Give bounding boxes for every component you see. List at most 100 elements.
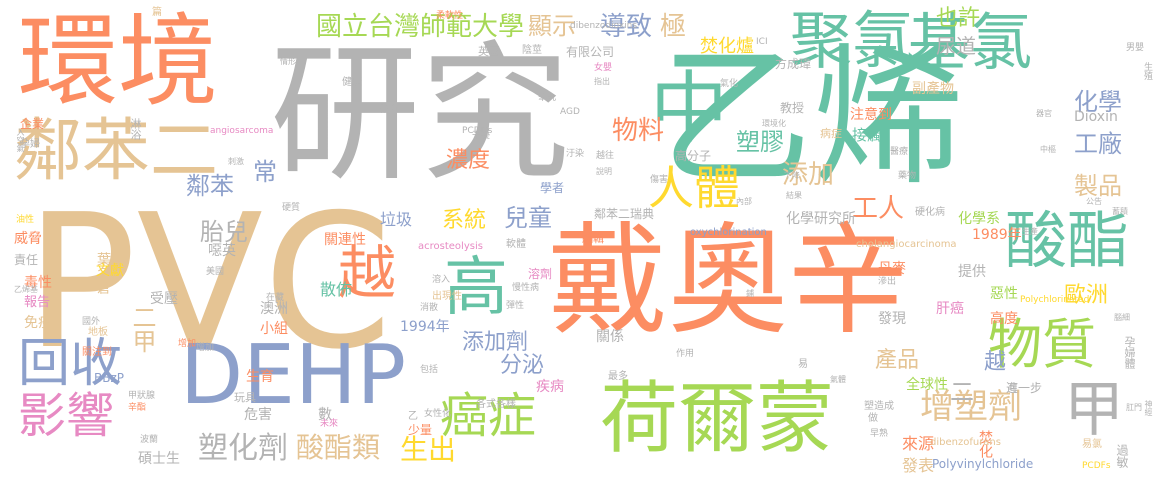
word: 數 — [318, 407, 332, 423]
word: 編輯 — [582, 232, 604, 245]
word: acrosteolysis — [418, 241, 483, 252]
word: 甲 — [1064, 375, 1124, 445]
word: angiosarcoma — [210, 126, 274, 136]
word: 藥物 — [898, 171, 917, 181]
word: 全球性 — [906, 377, 948, 393]
word: 研究 — [270, 28, 571, 202]
word: 添加劑 — [462, 330, 529, 355]
word: 玩具 — [234, 391, 256, 404]
word: 受壓 — [150, 291, 178, 307]
word: 男嬰 — [1126, 43, 1145, 53]
word: 下降 — [784, 171, 800, 180]
word: 方成瑋 — [775, 57, 812, 71]
word: 也許 — [936, 6, 981, 31]
word: 可 — [1008, 383, 1018, 394]
word: 環境 — [18, 3, 218, 120]
word: 孕婦體 — [1123, 336, 1136, 369]
word: 鄰苯二瑞典 — [594, 207, 655, 221]
word: ICI — [756, 37, 768, 47]
word: 內部 — [736, 197, 752, 206]
word: 情形 — [280, 57, 296, 66]
word: 溶劑 — [528, 267, 553, 281]
word: PVC — [25, 174, 393, 390]
word: 關係 — [596, 329, 624, 345]
word: 結果 — [786, 191, 802, 200]
word: 國立台灣師範大學 — [316, 12, 525, 42]
word: 提供 — [958, 264, 986, 280]
word: dibenzodioxins — [570, 21, 638, 31]
word: 接觸 — [852, 126, 883, 144]
word: 1994年 — [400, 319, 450, 335]
word: 化學 — [1074, 88, 1122, 116]
word: 噁英 — [208, 243, 236, 259]
word: 聚氯 — [790, 4, 915, 77]
word: 添加 — [782, 160, 835, 190]
word: 干擾 — [472, 131, 491, 141]
word: 過敏 — [1115, 444, 1129, 468]
word: 生產 — [1022, 227, 1038, 236]
word: 增加 — [196, 343, 215, 353]
word: 肛門 — [1126, 403, 1142, 412]
word: 乙 — [408, 411, 418, 422]
word: 各式各樣 — [476, 399, 516, 410]
word: 消散 — [420, 303, 439, 313]
word: 化學研究所 — [786, 211, 856, 227]
word: 越往 — [596, 151, 615, 161]
word: 學者 — [540, 181, 565, 195]
word: 小組 — [260, 321, 288, 337]
word: 傷害 — [650, 175, 669, 185]
word: 生殖 — [1142, 62, 1152, 80]
word: 在藏 — [266, 293, 285, 303]
word: 乙烯 — [660, 29, 964, 206]
word: 注意到 — [850, 107, 892, 123]
word: 塑膠 — [736, 128, 784, 156]
word: 胎兒 — [200, 218, 248, 246]
word: 中 — [650, 64, 729, 154]
word: dibenzofurans — [930, 437, 1001, 448]
word: 化學系 — [958, 211, 1000, 227]
word: 公告 — [1086, 197, 1102, 206]
word: 酸酯類 — [296, 431, 381, 464]
word: 顯示 — [528, 12, 576, 40]
word: 作用 — [676, 349, 695, 359]
word: 鄰苯 — [186, 172, 234, 200]
word: 出現性 — [432, 291, 462, 302]
word: 導致 — [600, 12, 653, 42]
word: 醫療 — [890, 147, 909, 157]
word: 散佈 — [320, 280, 353, 299]
word: 關注到 — [82, 347, 112, 358]
word: 健康 — [342, 77, 362, 88]
word: 神經 — [1144, 400, 1153, 416]
word: 戴奧辛 — [548, 212, 908, 351]
word: 硬質 — [282, 203, 301, 213]
word: 教授 — [780, 101, 805, 115]
word: 包括 — [420, 365, 439, 375]
word: oxychlorination — [690, 227, 767, 238]
word: 極 — [660, 12, 687, 42]
word: 毒性 — [24, 275, 52, 291]
word: 生育 — [246, 369, 274, 385]
word: 葉名倉 — [95, 252, 111, 294]
word: 塑造成 — [864, 401, 894, 412]
word: 篇 — [152, 7, 162, 18]
word: 澳洲 — [260, 301, 288, 317]
word: 指出 — [594, 77, 610, 86]
word: 淋浴 — [129, 118, 142, 140]
word: 基氯 — [908, 6, 1033, 79]
word: 生出 — [400, 433, 457, 466]
word: 物料 — [612, 116, 665, 146]
word: 發表 — [902, 456, 935, 475]
word: 影響 — [18, 388, 115, 444]
word: 易氯 — [1082, 439, 1102, 450]
word: 增塑劑 — [920, 387, 1022, 427]
word: 傾向 — [380, 105, 399, 115]
word: 國外 — [82, 317, 101, 327]
word: 威脅 — [14, 231, 42, 247]
word: 女性化 — [424, 409, 452, 419]
word: 越 — [984, 350, 1007, 375]
word: 物質 — [988, 313, 1096, 376]
word: 回收 — [18, 334, 123, 394]
word: 女嬰 — [594, 63, 613, 73]
word: 陰莖 — [522, 45, 542, 56]
word: 辛酯 — [128, 403, 147, 413]
